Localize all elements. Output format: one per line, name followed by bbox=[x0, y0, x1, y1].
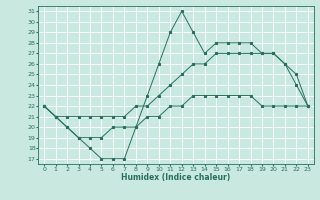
X-axis label: Humidex (Indice chaleur): Humidex (Indice chaleur) bbox=[121, 173, 231, 182]
